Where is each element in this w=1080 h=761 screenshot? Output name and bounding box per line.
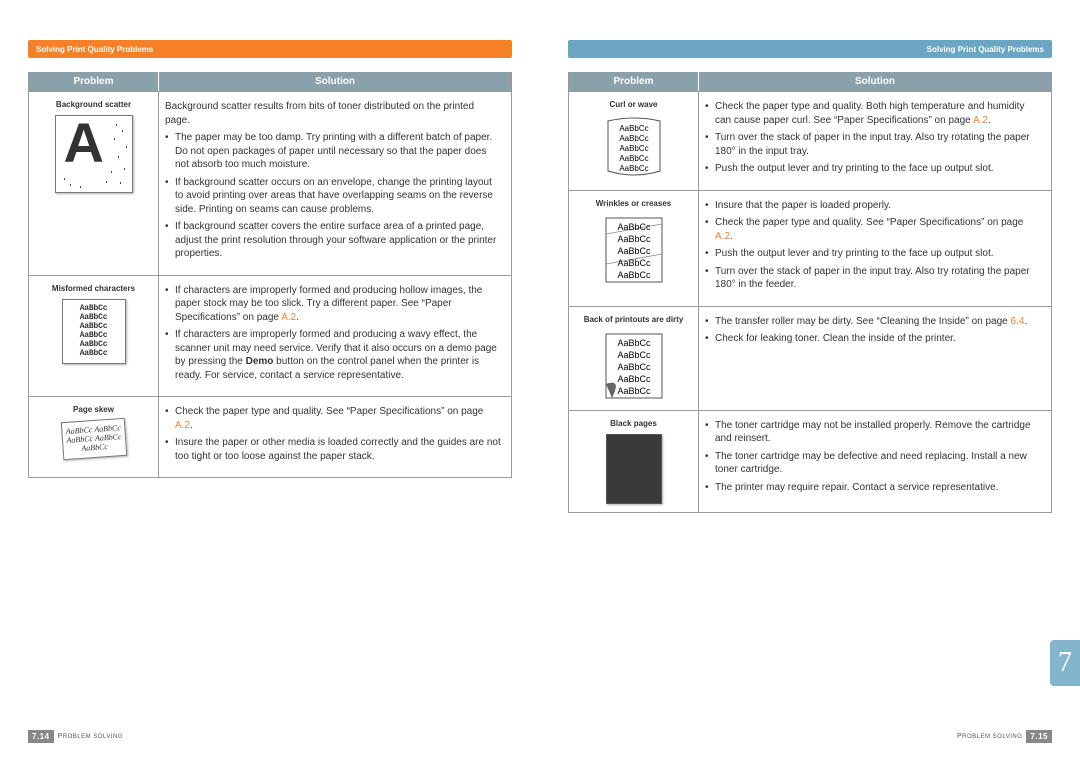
svg-text:AaBbCc: AaBbCc — [617, 350, 651, 360]
table-header: Problem Solution — [29, 72, 511, 91]
th-solution: Solution — [699, 72, 1051, 91]
list-item: Turn over the stack of paper in the inpu… — [705, 131, 1041, 158]
list-item: If background scatter occurs on an envel… — [165, 176, 501, 217]
svg-text:AaBbCc: AaBbCc — [617, 246, 651, 256]
list-item: If characters are improperly formed and … — [165, 328, 501, 382]
th-problem: Problem — [569, 72, 699, 91]
table-header: Problem Solution — [569, 72, 1051, 91]
problem-label: Background scatter — [35, 100, 152, 109]
list-item: Push the output lever and try printing t… — [705, 247, 1041, 261]
table-row: Back of printouts are dirty AaBbCc AaBbC… — [569, 306, 1051, 410]
svg-text:AaBbCc: AaBbCc — [617, 374, 651, 384]
list-item: The toner cartridge may not be installed… — [705, 419, 1041, 446]
left-table: Problem Solution Background scatter A — [28, 72, 512, 478]
list-item: Insure the paper or other media is loade… — [165, 436, 501, 463]
svg-text:AaBbCc: AaBbCc — [619, 144, 648, 153]
problem-cell: Page skew AaBbCc AaBbCc AaBbCc AaBbCc Aa… — [29, 397, 159, 477]
scatter-sample-icon: A — [55, 115, 133, 193]
list-item: If background scatter covers the entire … — [165, 220, 501, 261]
curl-sample-icon: AaBbCc AaBbCc AaBbCc AaBbCc AaBbCc — [575, 115, 692, 179]
misformed-sample-icon: AaBbCc AaBbCc AaBbCc AaBbCc AaBbCc AaBbC… — [62, 299, 126, 364]
solution-cell: The toner cartridge may not be installed… — [699, 411, 1051, 512]
svg-text:AaBbCc: AaBbCc — [617, 234, 651, 244]
list-item: If characters are improperly formed and … — [165, 284, 501, 325]
th-solution: Solution — [159, 72, 511, 91]
list-item: The paper may be too damp. Try printing … — [165, 131, 501, 172]
th-problem: Problem — [29, 72, 159, 91]
page-number: 7.14 — [28, 730, 54, 743]
problem-label: Black pages — [575, 419, 692, 428]
problem-cell: Wrinkles or creases AaBbCc AaBbCc AaBbCc… — [569, 191, 699, 306]
list-item: Check the paper type and quality. Both h… — [705, 100, 1041, 127]
list-item: Push the output lever and try printing t… — [705, 162, 1041, 176]
right-footer: PROBLEM SOLVING 7.15 — [957, 730, 1052, 743]
left-footer: 7.14 PROBLEM SOLVING — [28, 730, 123, 743]
problem-label: Misformed characters — [35, 284, 152, 293]
right-table: Problem Solution Curl or wave AaBbCc AaB… — [568, 72, 1052, 513]
table-row: Page skew AaBbCc AaBbCc AaBbCc AaBbCc Aa… — [29, 396, 511, 477]
table-row: Background scatter A Background scatter … — [29, 91, 511, 275]
page-spread: Solving Print Quality Problems Problem S… — [0, 0, 1080, 761]
list-item: Check the paper type and quality. See “P… — [705, 216, 1041, 243]
list-item: Turn over the stack of paper in the inpu… — [705, 265, 1041, 292]
svg-text:AaBbCc: AaBbCc — [619, 154, 648, 163]
list-item: Check the paper type and quality. See “P… — [165, 405, 501, 432]
table-row: Wrinkles or creases AaBbCc AaBbCc AaBbCc… — [569, 190, 1051, 306]
footer-text: PROBLEM SOLVING — [58, 733, 123, 740]
blackpage-sample-icon — [606, 434, 662, 504]
problem-cell: Back of printouts are dirty AaBbCc AaBbC… — [569, 307, 699, 410]
problem-cell: Misformed characters AaBbCc AaBbCc AaBbC… — [29, 276, 159, 397]
problem-cell: Black pages — [569, 411, 699, 512]
intro-text: Background scatter results from bits of … — [165, 100, 501, 127]
list-item: Insure that the paper is loaded properly… — [705, 199, 1041, 213]
footer-text: PROBLEM SOLVING — [957, 733, 1022, 740]
solution-cell: Background scatter results from bits of … — [159, 92, 511, 275]
svg-text:AaBbCc: AaBbCc — [619, 124, 648, 133]
list-item: Check for leaking toner. Clean the insid… — [705, 332, 1041, 346]
problem-cell: Background scatter A — [29, 92, 159, 275]
svg-text:AaBbCc: AaBbCc — [617, 362, 651, 372]
svg-text:AaBbCc: AaBbCc — [617, 258, 651, 268]
right-header-text: Solving Print Quality Problems — [927, 45, 1044, 54]
backdirty-sample-icon: AaBbCc AaBbCc AaBbCc AaBbCc AaBbCc — [575, 330, 692, 402]
table-row: Misformed characters AaBbCc AaBbCc AaBbC… — [29, 275, 511, 397]
right-header: Solving Print Quality Problems — [568, 40, 1052, 58]
left-page: Solving Print Quality Problems Problem S… — [0, 0, 540, 761]
solution-cell: Check the paper type and quality. Both h… — [699, 92, 1051, 190]
right-page: Solving Print Quality Problems Problem S… — [540, 0, 1080, 761]
solution-cell: The transfer roller may be dirty. See “C… — [699, 307, 1051, 410]
table-row: Black pages The toner cartridge may not … — [569, 410, 1051, 512]
svg-text:AaBbCc: AaBbCc — [617, 222, 651, 232]
left-header-text: Solving Print Quality Problems — [36, 45, 153, 54]
solution-cell: Check the paper type and quality. See “P… — [159, 397, 511, 477]
solution-cell: Insure that the paper is loaded properly… — [699, 191, 1051, 306]
list-item: The toner cartridge may be defective and… — [705, 450, 1041, 477]
svg-text:AaBbCc: AaBbCc — [617, 386, 651, 396]
svg-text:AaBbCc: AaBbCc — [617, 270, 651, 280]
table-row: Curl or wave AaBbCc AaBbCc AaBbCc AaBbCc… — [569, 91, 1051, 190]
list-item: The transfer roller may be dirty. See “C… — [705, 315, 1041, 329]
chapter-tab: 7 — [1050, 640, 1080, 686]
left-header: Solving Print Quality Problems — [28, 40, 512, 58]
wrinkle-sample-icon: AaBbCc AaBbCc AaBbCc AaBbCc AaBbCc — [575, 214, 692, 286]
problem-cell: Curl or wave AaBbCc AaBbCc AaBbCc AaBbCc… — [569, 92, 699, 190]
page-number: 7.15 — [1026, 730, 1052, 743]
svg-text:AaBbCc: AaBbCc — [619, 164, 648, 173]
skew-sample-icon: AaBbCc AaBbCc AaBbCc AaBbCc AaBbCc — [60, 418, 126, 460]
problem-label: Back of printouts are dirty — [575, 315, 692, 324]
problem-label: Page skew — [35, 405, 152, 414]
list-item: The printer may require repair. Contact … — [705, 481, 1041, 495]
solution-cell: If characters are improperly formed and … — [159, 276, 511, 397]
problem-label: Wrinkles or creases — [575, 199, 692, 208]
problem-label: Curl or wave — [575, 100, 692, 109]
svg-text:AaBbCc: AaBbCc — [617, 338, 651, 348]
chapter-number: 7 — [1058, 647, 1072, 679]
svg-text:AaBbCc: AaBbCc — [619, 134, 648, 143]
